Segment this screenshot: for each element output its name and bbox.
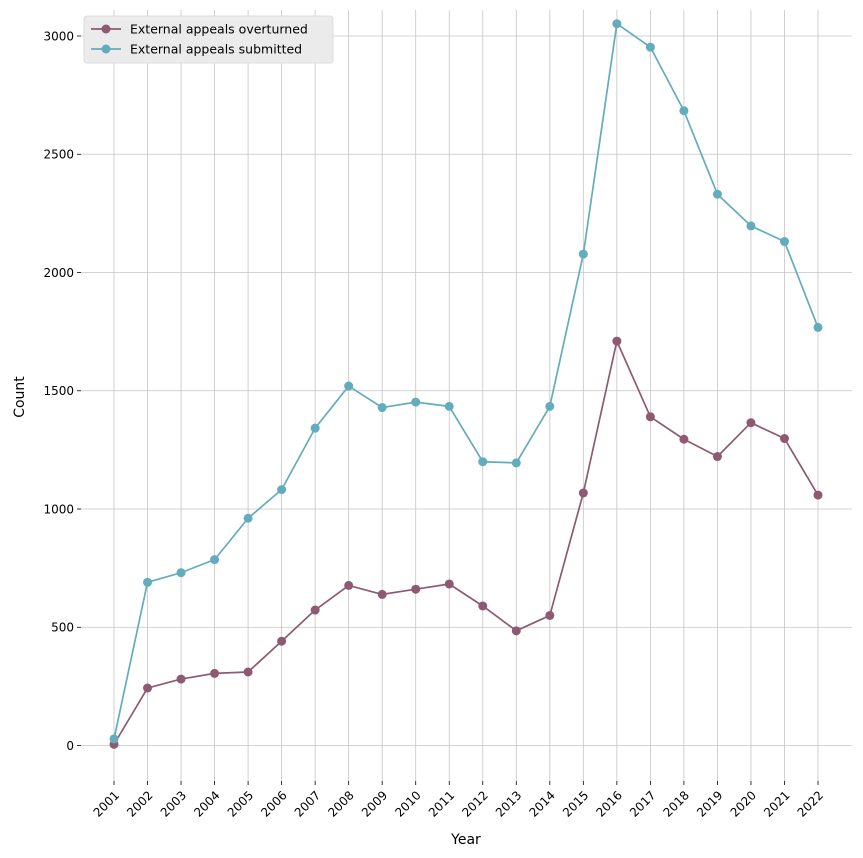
data-point [712, 452, 722, 462]
x-tick-label: 2001 [91, 788, 122, 819]
data-point [143, 683, 153, 693]
data-point [444, 579, 454, 589]
x-tick-label: 2006 [258, 788, 289, 819]
data-point [243, 667, 253, 677]
x-tick-label: 2019 [694, 788, 725, 819]
y-axis-label: Count [12, 376, 28, 418]
data-point [210, 555, 220, 565]
data-point [578, 249, 588, 259]
data-point [377, 403, 387, 413]
x-tick-label: 2017 [627, 788, 658, 819]
data-point [243, 513, 253, 523]
data-point [511, 458, 521, 468]
series-0 [109, 336, 823, 749]
data-point [411, 397, 421, 407]
data-point [612, 336, 622, 346]
x-tick-label: 2020 [728, 788, 759, 819]
data-point [511, 626, 521, 636]
y-axis-ticks: 0 500 1000 1500 2000 2500 3000 [43, 29, 81, 753]
data-point [746, 418, 756, 428]
x-tick-label: 2009 [359, 788, 390, 819]
x-tick-label: 2007 [292, 788, 323, 819]
data-point [377, 589, 387, 599]
legend-swatch-marker [101, 24, 111, 34]
data-point [545, 610, 555, 620]
y-tick-label: 2500 [43, 148, 74, 162]
data-point [277, 636, 287, 646]
data-point [679, 434, 689, 444]
x-axis-label: Year [450, 832, 481, 848]
x-tick-label: 2010 [392, 788, 423, 819]
x-tick-label: 2014 [526, 788, 557, 819]
x-tick-label: 2022 [795, 788, 826, 819]
data-point [176, 674, 186, 684]
data-point [411, 584, 421, 594]
legend-entry-overturned: External appeals overturned [91, 22, 308, 37]
x-tick-label: 2021 [761, 788, 792, 819]
data-point [679, 106, 689, 116]
legend-box [83, 15, 334, 64]
y-tick-label: 3000 [43, 29, 74, 43]
data-point [645, 412, 655, 422]
y-tick-label: 500 [51, 621, 74, 635]
y-tick-label: 1500 [43, 384, 74, 398]
data-point [310, 605, 320, 615]
y-tick-label: 0 [66, 739, 74, 753]
x-tick-label: 2005 [225, 788, 256, 819]
x-tick-label: 2002 [124, 788, 155, 819]
data-point [779, 237, 789, 247]
legend-label-submitted: External appeals submitted [130, 42, 302, 57]
data-point [444, 401, 454, 411]
y-tick-label: 1000 [43, 502, 74, 516]
legend-entry-submitted: External appeals submitted [91, 42, 302, 57]
series [109, 19, 823, 749]
data-point [210, 668, 220, 678]
data-point [478, 457, 488, 467]
data-point [344, 381, 354, 391]
data-point [478, 601, 488, 611]
x-tick-label: 2018 [661, 788, 692, 819]
x-tick-label: 2013 [493, 788, 524, 819]
x-tick-label: 2015 [560, 788, 591, 819]
legend: External appeals overturned External app… [83, 15, 334, 64]
series-line [113, 22, 819, 740]
data-point [344, 580, 354, 590]
data-point [746, 221, 756, 231]
legend-swatch-marker [101, 44, 111, 54]
data-point [779, 434, 789, 444]
grid [81, 10, 852, 781]
data-point [545, 401, 555, 411]
data-point [645, 42, 655, 52]
data-point [813, 322, 823, 332]
x-axis-ticks: 2001 2002 2003 2004 2005 2006 2007 2008 2009 2010… [91, 781, 826, 820]
data-point [578, 488, 588, 498]
series-line [113, 340, 819, 745]
y-tick-label: 2000 [43, 266, 74, 280]
data-point [143, 577, 153, 587]
x-tick-label: 2016 [593, 788, 624, 819]
x-tick-label: 2004 [191, 788, 222, 819]
x-tick-label: 2008 [325, 788, 356, 819]
data-point [277, 485, 287, 495]
data-point [612, 19, 622, 29]
series-1 [109, 19, 823, 744]
data-point [109, 734, 119, 744]
data-point [310, 423, 320, 433]
data-point [176, 568, 186, 578]
legend-label-overturned: External appeals overturned [130, 22, 308, 37]
x-tick-label: 2012 [459, 788, 490, 819]
x-tick-label: 2003 [158, 788, 189, 819]
data-point [712, 189, 722, 199]
x-tick-label: 2011 [426, 788, 457, 819]
data-point [813, 490, 823, 500]
